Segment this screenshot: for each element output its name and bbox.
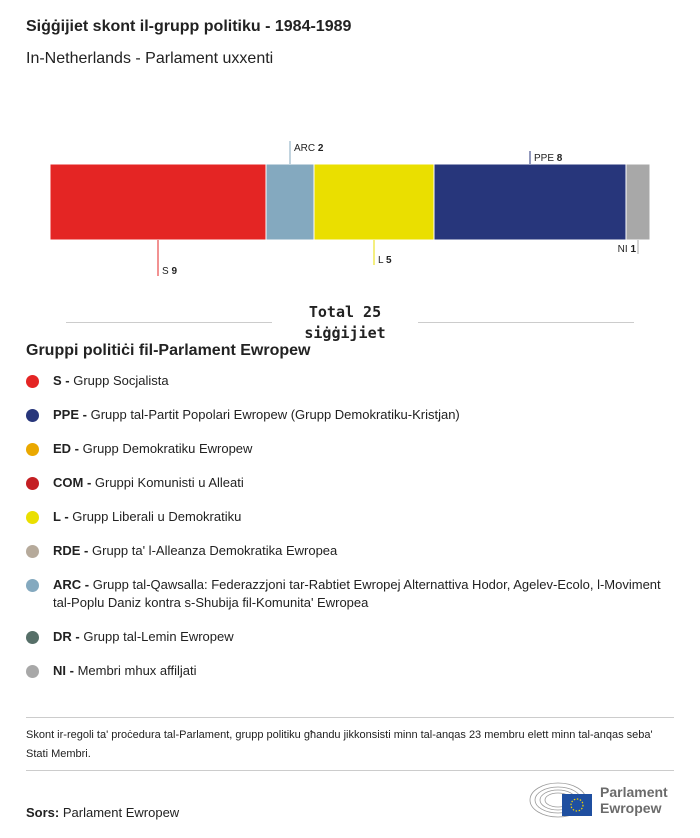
- legend-swatch: [26, 579, 39, 592]
- legend-item-dr: DR - Grupp tal-Lemin Ewropew: [26, 628, 666, 646]
- legend-swatch: [26, 511, 39, 524]
- legend-label: Membri mhux affiljati: [77, 663, 197, 678]
- legend-swatch: [26, 443, 39, 456]
- bar-segment-ppe: [433, 163, 627, 241]
- data-label-arc: ARC 2: [294, 143, 324, 154]
- legend-abbr: COM -: [53, 475, 95, 490]
- data-label-ppe: PPE 8: [534, 153, 563, 164]
- total-seats: Total 25 siġġijiet: [270, 302, 420, 344]
- legend-abbr: PPE -: [53, 407, 91, 422]
- legend-label: Grupp Socjalista: [73, 373, 169, 388]
- legend-item-ppe: PPE - Grupp tal-Partit Popolari Ewropew …: [26, 406, 666, 424]
- logo-line-1: Parlament: [600, 784, 668, 800]
- legend-label: Grupp Liberali u Demokratiku: [72, 509, 242, 524]
- legend-abbr: DR -: [53, 629, 84, 644]
- legend: S - Grupp Socjalista PPE - Grupp tal-Part…: [26, 372, 666, 696]
- legend-item-rde: RDE - Grupp ta' l-Alleanza Demokratika E…: [26, 542, 666, 560]
- legend-swatch: [26, 665, 39, 678]
- legend-abbr: ED -: [53, 441, 83, 456]
- legend-item-s: S - Grupp Socjalista: [26, 372, 666, 390]
- logo-line-2: Ewropew: [600, 800, 662, 816]
- legend-abbr: L -: [53, 509, 73, 524]
- divider: [26, 770, 674, 771]
- hemicycle-flag-icon: [529, 782, 592, 818]
- source: Sors: Parlament Ewropew: [26, 805, 179, 820]
- legend-abbr: S -: [53, 373, 74, 388]
- legend-abbr: ARC -: [53, 577, 93, 592]
- total-divider-left: [66, 322, 272, 323]
- legend-abbr: RDE -: [53, 543, 92, 558]
- bar-segment-ni: [625, 163, 651, 241]
- legend-item-ed: ED - Grupp Demokratiku Ewropew: [26, 440, 666, 458]
- divider: [26, 717, 674, 718]
- legend-swatch: [26, 375, 39, 388]
- legend-label: Grupp tal-Qawsalla: Federazzjoni tar-Rab…: [53, 577, 661, 610]
- legend-abbr: NI -: [53, 663, 78, 678]
- legend-label: Gruppi Komunisti u Alleati: [94, 475, 244, 490]
- total-divider-right: [418, 322, 634, 323]
- footnote: Skont ir-regoli ta' proċedura tal-Parlam…: [26, 729, 653, 760]
- bar-segment-s: [49, 163, 267, 241]
- european-parliament-logo: Parlament Ewropew: [528, 780, 678, 820]
- total-label: Total 25: [308, 303, 382, 321]
- stacked-seat-bar: S 9 ARC 2 L 5 PPE 8 NI 1: [49, 141, 651, 277]
- legend-item-l: L - Grupp Liberali u Demokratiku: [26, 508, 666, 526]
- legend-item-com: COM - Gruppi Komunisti u Alleati: [26, 474, 666, 492]
- data-label-l: L 5: [378, 255, 392, 266]
- legend-item-ni: NI - Membri mhux affiljati: [26, 662, 666, 680]
- legend-item-arc: ARC - Grupp tal-Qawsalla: Federazzjoni t…: [26, 576, 666, 612]
- legend-title: Gruppi politiċi fil-Parlament Ewropew: [26, 342, 311, 359]
- data-label-ni: NI 1: [618, 244, 637, 255]
- bar-segment-l: [313, 163, 435, 241]
- legend-swatch: [26, 409, 39, 422]
- legend-swatch: [26, 477, 39, 490]
- data-label-s: S 9: [162, 266, 177, 277]
- legend-label: Grupp tal-Partit Popolari Ewropew (Grupp…: [90, 407, 460, 422]
- chart-title: Siġġijiet skont il-grupp politiku - 1984…: [26, 18, 352, 35]
- source-value: Parlament Ewropew: [62, 805, 180, 820]
- chart-subtitle: In-Netherlands - Parlament uxxenti: [26, 50, 274, 67]
- legend-label: Grupp ta' l-Alleanza Demokratika Ewropea: [92, 543, 338, 558]
- total-unit: siġġijiet: [304, 324, 386, 342]
- legend-label: Grupp tal-Lemin Ewropew: [83, 629, 234, 644]
- bar-segment-arc: [265, 163, 315, 241]
- legend-swatch: [26, 631, 39, 644]
- legend-swatch: [26, 545, 39, 558]
- legend-label: Grupp Demokratiku Ewropew: [82, 441, 253, 456]
- source-label: Sors:: [26, 805, 60, 820]
